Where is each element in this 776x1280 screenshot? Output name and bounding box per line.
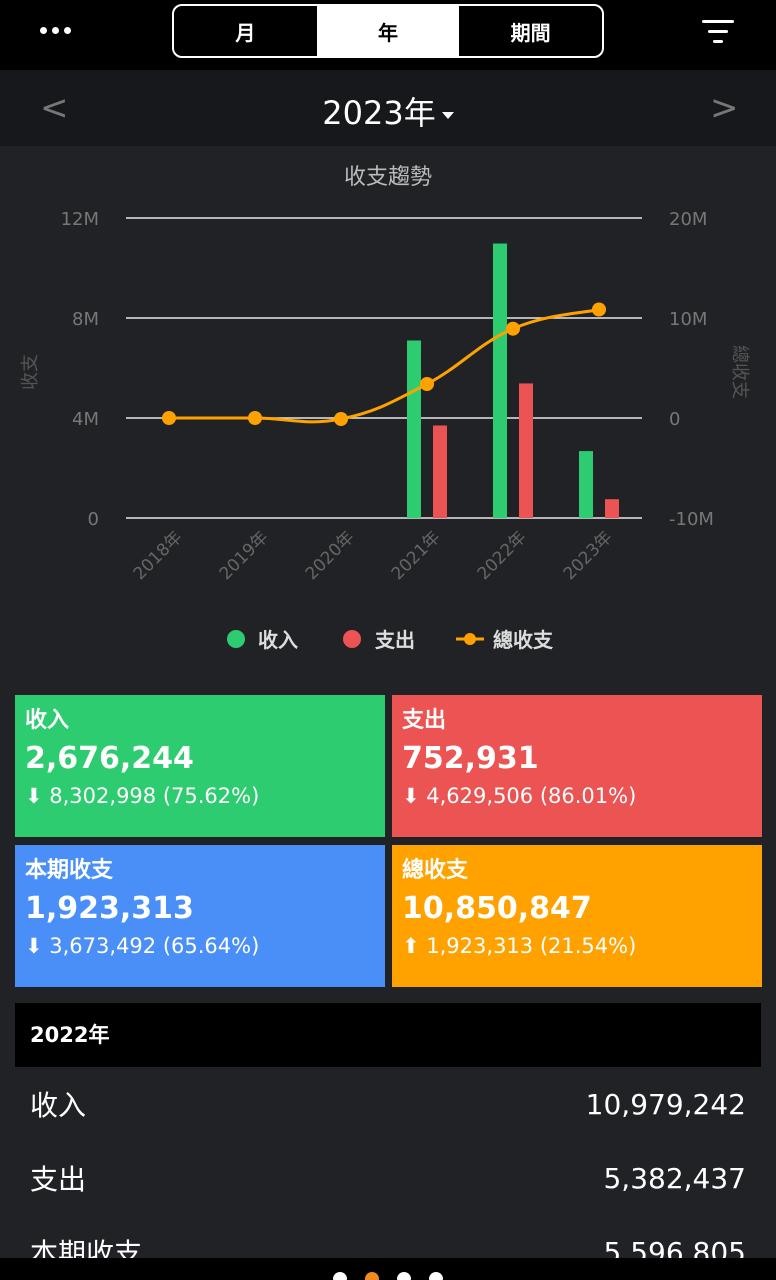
total-balance-point — [420, 377, 434, 391]
filter-icon[interactable] — [700, 18, 736, 46]
total-balance-point — [334, 412, 348, 426]
bottom-bar — [0, 1258, 776, 1280]
left-tick-label: 8M — [72, 309, 99, 330]
legend-income-label: 收入 — [258, 628, 298, 652]
x-tick-label: 2022年 — [474, 527, 531, 584]
left-tick-label: 4M — [72, 409, 99, 430]
card-delta: ⬇ 3,673,492 (65.64%) — [25, 934, 260, 958]
right-tick-label: -10M — [669, 509, 714, 530]
left-tick-label: 12M — [61, 209, 99, 230]
total-balance-card[interactable]: 總收支 10,850,847 ⬆ 1,923,313 (21.54%) — [392, 845, 762, 987]
card-title: 本期收支 — [25, 858, 114, 883]
year-navigation: < 2023年 > — [0, 70, 776, 146]
card-delta: ⬇ 8,302,998 (75.62%) — [25, 784, 260, 808]
right-tick-label: 0 — [669, 409, 680, 430]
page-dot[interactable] — [429, 1272, 443, 1280]
chart-svg: 收支趨勢 12M 8M 4M 0 20M 10M 0 -10M 收支 總收支 2018年 20… — [20, 165, 750, 652]
card-value: 752,931 — [402, 741, 539, 776]
right-tick-label: 10M — [669, 309, 707, 330]
tab-period[interactable]: 期間 — [510, 20, 551, 45]
card-delta: ⬆ 1,923,313 (21.54%) — [402, 934, 637, 958]
next-year-button[interactable]: > — [710, 88, 739, 128]
tab-month[interactable]: 月 — [235, 20, 256, 45]
right-tick-label: 20M — [669, 209, 707, 230]
right-axis-label: 總收支 — [729, 345, 750, 399]
total-balance-point — [592, 302, 606, 317]
legend-income-marker — [227, 630, 245, 648]
row-value: 10,979,242 — [585, 1087, 746, 1121]
left-tick-label: 0 — [88, 509, 99, 530]
legend-expense-marker — [343, 630, 361, 648]
x-tick-label: 2020年 — [302, 527, 359, 584]
page-dot[interactable] — [397, 1272, 411, 1280]
chart-title: 收支趨勢 — [344, 165, 432, 190]
row-label: 收入 — [30, 1089, 87, 1122]
expense-card[interactable]: 支出 752,931 ⬇ 4,629,506 (86.01%) — [392, 695, 762, 837]
page-indicator — [0, 1272, 776, 1280]
total-balance-point — [506, 321, 520, 336]
total-balance-line — [168, 308, 600, 424]
card-value: 10,850,847 — [402, 891, 592, 926]
expense-bar — [605, 499, 619, 518]
expense-bar — [433, 425, 447, 518]
income-card[interactable]: 收入 2,676,244 ⬇ 8,302,998 (75.62%) — [15, 695, 385, 837]
total-balance-point — [248, 411, 262, 425]
card-title: 總收支 — [402, 858, 469, 883]
x-tick-label: 2018年 — [130, 527, 187, 584]
legend-total-label: 總收支 — [493, 628, 554, 652]
year-selector[interactable]: 2023年 — [0, 88, 776, 134]
card-delta: ⬇ 4,629,506 (86.01%) — [402, 784, 637, 808]
page-dot-active[interactable] — [365, 1272, 379, 1280]
income-bar — [579, 451, 593, 518]
row-value: 5,382,437 — [603, 1161, 746, 1195]
tab-year[interactable]: 年 — [316, 6, 460, 56]
page-dot[interactable] — [333, 1272, 347, 1280]
expense-bar — [519, 383, 533, 518]
x-tick-label: 2023年 — [560, 527, 617, 584]
total-balance-point — [162, 411, 176, 425]
card-value: 2,676,244 — [25, 741, 194, 776]
left-axis-label: 收支 — [20, 354, 41, 390]
period-segmented-control: 月 年 期間 — [172, 4, 604, 58]
list-item[interactable]: 收入 10,979,242 — [30, 1074, 746, 1134]
income-bar — [407, 340, 421, 518]
caret-down-icon — [441, 111, 454, 119]
trend-chart: 收支趨勢 12M 8M 4M 0 20M 10M 0 -10M 收支 總收支 2018年 20… — [0, 146, 776, 686]
previous-year-header: 2022年 — [15, 1003, 761, 1067]
more-dots-icon[interactable] — [40, 20, 80, 40]
top-bar: 月 年 期間 — [0, 0, 776, 70]
list-item[interactable]: 支出 5,382,437 — [30, 1148, 746, 1208]
card-value: 1,923,313 — [25, 891, 194, 926]
x-tick-label: 2019年 — [216, 527, 273, 584]
card-title: 收入 — [25, 708, 70, 733]
period-balance-card[interactable]: 本期收支 1,923,313 ⬇ 3,673,492 (65.64%) — [15, 845, 385, 987]
row-label: 支出 — [30, 1163, 87, 1196]
legend-total-marker — [464, 633, 476, 645]
x-tick-label: 2021年 — [388, 527, 445, 584]
year-title: 2023年 — [322, 94, 436, 132]
income-bar — [493, 243, 507, 518]
card-title: 支出 — [402, 708, 447, 733]
legend-expense-label: 支出 — [375, 628, 415, 652]
prev-year-button[interactable]: < — [40, 88, 69, 128]
